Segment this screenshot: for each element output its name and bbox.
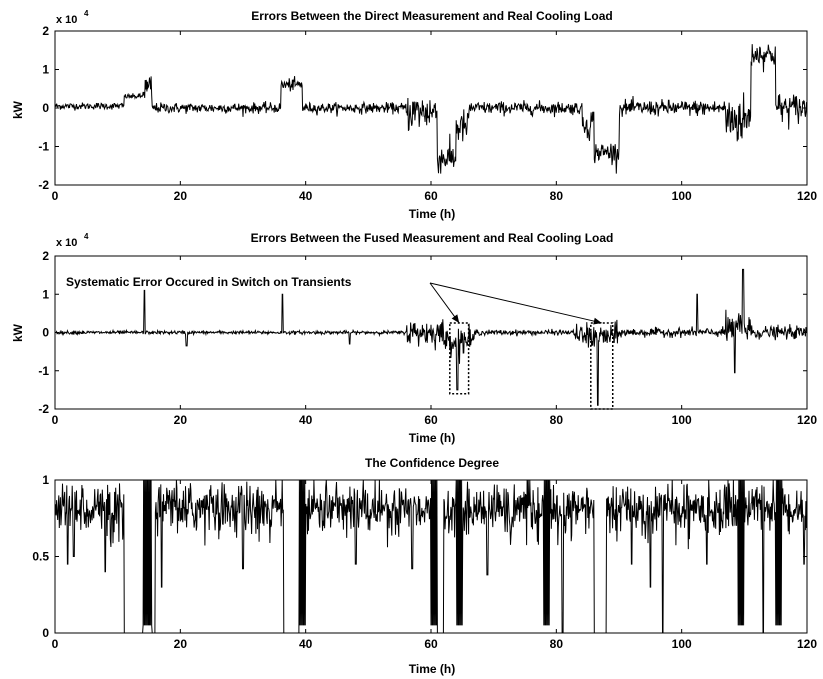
x-tick-label: 80	[550, 189, 564, 203]
plot-frame	[54, 30, 808, 186]
y-tick-label: -2	[38, 178, 49, 192]
y-tick-label: -1	[38, 140, 49, 154]
y-tick-label: 0	[42, 326, 49, 340]
x-tick-label: 20	[174, 413, 188, 427]
chart-title: The Confidence Degree	[365, 456, 499, 470]
exponent-label: x 10	[56, 237, 77, 249]
x-tick-label: 60	[424, 189, 438, 203]
panel-confidence: The Confidence Degree Time (h) 0 20 40 60 80…	[32, 456, 817, 676]
y-tick-label: 2	[42, 24, 49, 38]
x-tick-label: 60	[424, 637, 438, 651]
series-line	[54, 479, 808, 634]
exponent-power: 4	[84, 9, 89, 18]
x-tick-label: 40	[299, 413, 313, 427]
y-tick-label: 1	[42, 287, 49, 301]
series-line	[54, 268, 808, 406]
x-tick-label: 0	[52, 637, 59, 651]
x-tick-label: 20	[174, 637, 188, 651]
y-tick-label: 0	[42, 101, 49, 115]
y-tick-label: 2	[42, 249, 49, 263]
y-axis-label: kW	[11, 323, 25, 342]
line-series	[54, 268, 808, 406]
line-series	[54, 479, 808, 634]
x-tick-label: 120	[797, 637, 817, 651]
annotation-group	[429, 282, 614, 410]
annotation-arrow	[429, 282, 602, 324]
arrow-head	[451, 314, 460, 323]
plot-frame	[54, 255, 808, 410]
exponent-label: x 10	[56, 14, 77, 26]
annotation-arrow	[429, 282, 460, 324]
axis-ticks: 0 20 40 60 80 100 120 -2 -1 0 1 2	[38, 249, 817, 427]
annotation-text: Systematic Error Occured in Switch on Tr…	[66, 275, 352, 289]
x-axis-label: Time (h)	[409, 662, 455, 676]
x-tick-label: 100	[672, 413, 692, 427]
x-tick-label: 40	[299, 189, 313, 203]
x-tick-label: 80	[550, 413, 564, 427]
panel-fused-error: Errors Between the Fused Measurement and…	[11, 231, 817, 445]
y-tick-label: -1	[38, 364, 49, 378]
axis-ticks: 0 20 40 60 80 100 120 0 0.5 1	[32, 473, 817, 651]
x-tick-label: 60	[424, 413, 438, 427]
panel-direct-error: Errors Between the Direct Measurement an…	[11, 9, 817, 221]
x-axis-label: Time (h)	[409, 207, 455, 221]
plot-frame	[54, 479, 808, 634]
y-tick-label: 1	[42, 473, 49, 487]
annotation-box	[590, 322, 614, 410]
x-tick-label: 20	[174, 189, 188, 203]
y-axis-label: kW	[11, 100, 25, 119]
x-tick-label: 100	[672, 637, 692, 651]
y-tick-label: 0	[42, 626, 49, 640]
x-tick-label: 80	[550, 637, 564, 651]
x-tick-label: 100	[672, 189, 692, 203]
y-tick-label: 0.5	[32, 550, 49, 564]
exponent-power: 4	[84, 232, 89, 241]
x-tick-label: 120	[797, 189, 817, 203]
x-tick-label: 40	[299, 637, 313, 651]
y-tick-label: -2	[38, 402, 49, 416]
arrow-head	[593, 317, 602, 325]
chart-title: Errors Between the Fused Measurement and…	[251, 231, 614, 245]
x-tick-label: 0	[52, 413, 59, 427]
line-series	[54, 44, 808, 174]
x-tick-label: 120	[797, 413, 817, 427]
y-tick-label: 1	[42, 63, 49, 77]
x-axis-label: Time (h)	[409, 431, 455, 445]
chart-title: Errors Between the Direct Measurement an…	[251, 9, 612, 23]
x-tick-label: 0	[52, 189, 59, 203]
series-line	[54, 44, 808, 174]
axis-ticks: 0 20 40 60 80 100 120 -2 -1 0 1 2	[38, 24, 817, 203]
